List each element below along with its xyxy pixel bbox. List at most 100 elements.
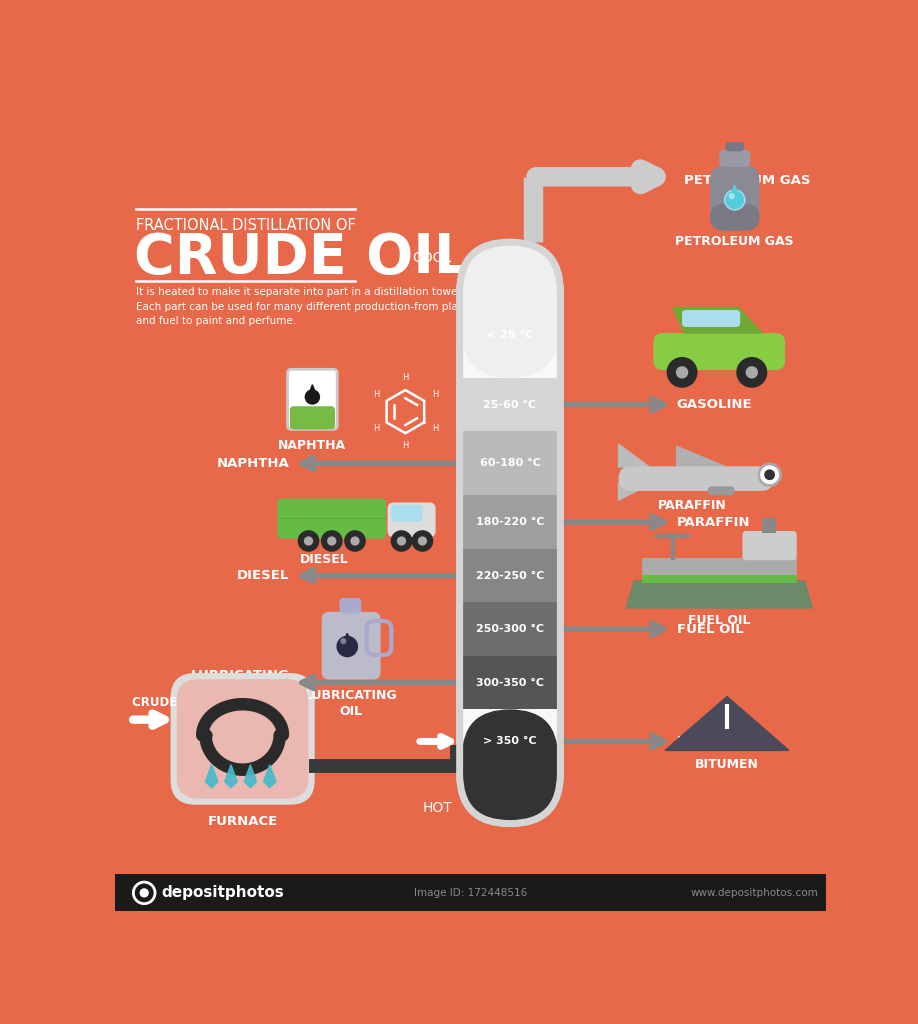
Circle shape	[140, 888, 149, 897]
Text: FURNACE: FURNACE	[207, 815, 278, 828]
Text: CRUDE OIL: CRUDE OIL	[134, 230, 469, 285]
Text: PARAFFIN: PARAFFIN	[677, 516, 750, 528]
Circle shape	[341, 638, 346, 644]
Bar	[642, 574, 797, 583]
Polygon shape	[619, 444, 650, 467]
Text: NAPHTHA: NAPHTHA	[217, 457, 289, 470]
Text: H: H	[373, 424, 379, 433]
Text: DIESEL: DIESEL	[299, 553, 348, 565]
FancyBboxPatch shape	[743, 531, 797, 560]
Polygon shape	[626, 581, 812, 608]
FancyBboxPatch shape	[462, 245, 558, 378]
Text: H: H	[402, 441, 409, 450]
Circle shape	[327, 537, 336, 546]
Text: FRACTIONAL DISTILLATION OF: FRACTIONAL DISTILLATION OF	[137, 217, 356, 232]
Text: H: H	[373, 390, 379, 399]
Text: HOT: HOT	[422, 801, 452, 815]
Text: www.depositphotos.com: www.depositphotos.com	[690, 888, 819, 898]
FancyBboxPatch shape	[287, 370, 337, 429]
Circle shape	[666, 357, 698, 388]
FancyBboxPatch shape	[277, 499, 386, 539]
Text: FUEL OIL: FUEL OIL	[688, 614, 751, 627]
Text: 60-180 °C: 60-180 °C	[479, 459, 541, 468]
Text: depositphotos: depositphotos	[162, 886, 284, 900]
Polygon shape	[308, 385, 317, 397]
Circle shape	[745, 367, 758, 379]
Circle shape	[344, 530, 366, 552]
Text: GASOLINE: GASOLINE	[684, 352, 755, 366]
Text: LUBRICATING
OIL: LUBRICATING OIL	[190, 669, 289, 696]
Bar	[462, 602, 558, 656]
Bar	[762, 518, 776, 534]
Bar	[462, 656, 558, 710]
FancyBboxPatch shape	[462, 710, 558, 821]
Text: 220-250 °C: 220-250 °C	[476, 570, 544, 581]
Polygon shape	[677, 446, 754, 489]
Text: 250-300 °C: 250-300 °C	[476, 625, 544, 634]
Bar	[277, 518, 386, 519]
Circle shape	[305, 389, 320, 404]
FancyBboxPatch shape	[321, 611, 381, 680]
Text: NAPHTHA: NAPHTHA	[278, 438, 346, 452]
Text: GASOLINE: GASOLINE	[677, 398, 752, 411]
Circle shape	[351, 537, 360, 546]
FancyBboxPatch shape	[725, 142, 744, 152]
Circle shape	[321, 530, 342, 552]
Bar	[462, 431, 558, 496]
Text: DIESEL: DIESEL	[237, 569, 289, 583]
Text: CRUDE OIL: CRUDE OIL	[132, 696, 203, 709]
Circle shape	[418, 537, 427, 546]
Text: 180-220 °C: 180-220 °C	[476, 517, 544, 527]
Text: > 350 °C: > 350 °C	[483, 736, 537, 746]
FancyBboxPatch shape	[171, 673, 315, 805]
Text: 25-60 °C: 25-60 °C	[484, 399, 536, 410]
Circle shape	[304, 537, 313, 546]
Text: PETROLEUM GAS: PETROLEUM GAS	[685, 174, 811, 187]
Polygon shape	[341, 634, 353, 646]
Text: It is heated to make it separate into part in a distillation tower.
Each part ca: It is heated to make it separate into pa…	[137, 287, 476, 327]
FancyBboxPatch shape	[710, 165, 759, 227]
Text: 300-350 °C: 300-350 °C	[476, 678, 544, 688]
Circle shape	[764, 469, 775, 480]
Text: COOL: COOL	[412, 251, 452, 264]
Circle shape	[736, 357, 767, 388]
Polygon shape	[225, 765, 237, 787]
Text: Image ID: 172448516: Image ID: 172448516	[414, 888, 527, 898]
Bar	[115, 874, 826, 911]
FancyBboxPatch shape	[391, 505, 422, 522]
FancyBboxPatch shape	[682, 310, 740, 327]
Circle shape	[676, 367, 688, 379]
Circle shape	[759, 464, 780, 485]
FancyBboxPatch shape	[719, 150, 750, 167]
FancyBboxPatch shape	[708, 486, 734, 496]
Text: FUEL OIL: FUEL OIL	[677, 623, 744, 636]
Bar	[462, 496, 558, 549]
FancyBboxPatch shape	[340, 598, 361, 613]
Text: H: H	[431, 424, 438, 433]
FancyBboxPatch shape	[710, 204, 759, 230]
Polygon shape	[665, 696, 789, 751]
Text: BITUMEN: BITUMEN	[695, 758, 759, 771]
Text: < 25 °C: < 25 °C	[487, 330, 533, 340]
Text: BITUMEN: BITUMEN	[677, 735, 745, 748]
Text: PETROLEUM GAS: PETROLEUM GAS	[676, 234, 794, 248]
Text: H: H	[402, 374, 409, 382]
FancyBboxPatch shape	[619, 466, 774, 490]
Bar	[462, 378, 558, 431]
Polygon shape	[619, 482, 654, 500]
Text: H: H	[431, 390, 438, 399]
Bar	[462, 549, 558, 602]
Polygon shape	[729, 185, 741, 200]
Text: LUBRICATING
OIL: LUBRICATING OIL	[305, 689, 397, 718]
Polygon shape	[244, 765, 256, 787]
FancyBboxPatch shape	[290, 407, 335, 429]
Circle shape	[336, 636, 358, 657]
Polygon shape	[263, 765, 276, 787]
Circle shape	[724, 189, 744, 210]
Text: PARAFFIN: PARAFFIN	[658, 499, 726, 512]
FancyBboxPatch shape	[177, 679, 308, 799]
Bar	[290, 410, 335, 427]
Circle shape	[391, 530, 412, 552]
Circle shape	[411, 530, 433, 552]
Circle shape	[729, 193, 734, 199]
